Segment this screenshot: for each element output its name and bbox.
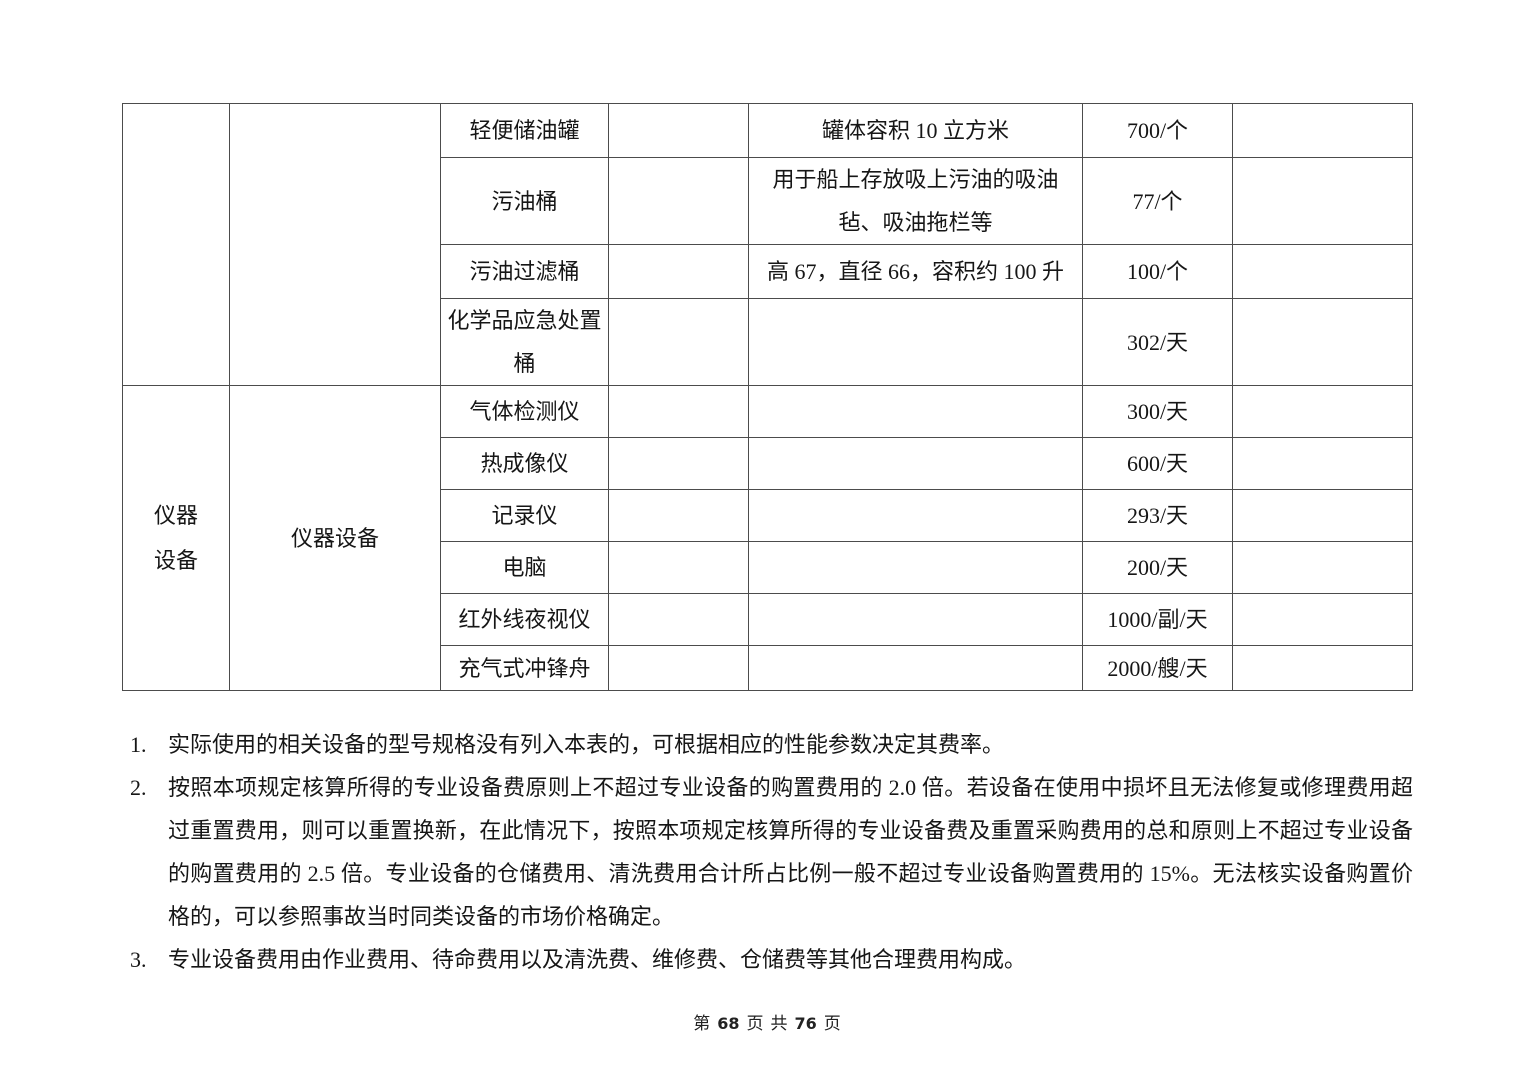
rate-cell: 700/个 <box>1082 103 1233 158</box>
rate-cell: 2000/艘/天 <box>1082 645 1233 691</box>
total-page-number: 76 <box>794 1014 817 1033</box>
table-row: 污油过滤桶 高 67，直径 66，容积约 100 升 100/个 <box>123 244 1413 299</box>
subcategory-cell <box>229 103 441 386</box>
blank-cell <box>608 385 749 438</box>
note-item-3: 3. 专业设备费用由作业费用、待命费用以及清洗费、维修费、仓储费等其他合理费用构… <box>130 938 1413 981</box>
equipment-name-cell: 电脑 <box>440 541 609 594</box>
equipment-name-cell: 气体检测仪 <box>440 385 609 438</box>
blank-cell <box>608 244 749 299</box>
blank-cell <box>608 593 749 646</box>
category-cell: 仪器设备 <box>122 385 230 691</box>
remark-cell <box>1232 437 1413 490</box>
category-cell <box>122 103 230 386</box>
rate-cell: 300/天 <box>1082 385 1233 438</box>
blank-cell <box>608 489 749 542</box>
remark-cell <box>1232 593 1413 646</box>
table-row: 轻便储油罐 罐体容积 10 立方米 700/个 <box>122 103 1413 386</box>
equipment-name-cell: 轻便储油罐 <box>440 103 609 158</box>
footer-label: 页 <box>746 1014 764 1033</box>
rate-cell: 293/天 <box>1082 489 1233 542</box>
remark-cell <box>1232 157 1413 245</box>
spec-cell <box>748 541 1083 594</box>
blank-cell <box>608 437 749 490</box>
equipment-fee-table: 轻便储油罐 罐体容积 10 立方米 700/个 污油桶 用于船上存放吸上污油的吸… <box>122 103 1413 691</box>
blank-cell <box>608 103 749 158</box>
remark-cell <box>1232 244 1413 299</box>
remark-cell <box>1232 103 1413 158</box>
spec-cell <box>748 593 1083 646</box>
rate-cell: 100/个 <box>1082 244 1233 299</box>
note-number: 2. <box>130 775 147 800</box>
table-row: 充气式冲锋舟 2000/艘/天 <box>123 645 1413 691</box>
notes-list: 1. 实际使用的相关设备的型号规格没有列入本表的，可根据相应的性能参数决定其费率… <box>130 723 1413 981</box>
blank-cell <box>608 541 749 594</box>
blank-cell <box>608 645 749 691</box>
table-row: 热成像仪 600/天 <box>123 437 1413 490</box>
table-row: 记录仪 293/天 <box>123 489 1413 542</box>
page-footer: 第 68 页 共 76 页 <box>0 1012 1534 1036</box>
subcategory-cell: 仪器设备 <box>229 385 441 691</box>
equipment-name-cell: 污油过滤桶 <box>440 244 609 299</box>
remark-cell <box>1232 645 1413 691</box>
spec-cell <box>748 298 1083 386</box>
table-row: 化学品应急处置桶 302/天 <box>123 298 1413 386</box>
remark-cell <box>1232 298 1413 386</box>
equipment-name-cell: 充气式冲锋舟 <box>440 645 609 691</box>
equipment-name-cell: 记录仪 <box>440 489 609 542</box>
equipment-name-cell: 污油桶 <box>440 157 609 245</box>
rate-cell: 1000/副/天 <box>1082 593 1233 646</box>
current-page-number: 68 <box>717 1014 740 1033</box>
note-item-2: 2. 按照本项规定核算所得的专业设备费原则上不超过专业设备的购置费用的 2.0 … <box>130 766 1413 938</box>
note-number: 3. <box>130 947 147 972</box>
rate-cell: 600/天 <box>1082 437 1233 490</box>
spec-cell <box>748 645 1083 691</box>
equipment-name-cell: 化学品应急处置桶 <box>440 298 609 386</box>
equipment-name-cell: 热成像仪 <box>440 437 609 490</box>
remark-cell <box>1232 489 1413 542</box>
note-text: 实际使用的相关设备的型号规格没有列入本表的，可根据相应的性能参数决定其费率。 <box>168 732 1005 757</box>
rate-cell: 200/天 <box>1082 541 1233 594</box>
rate-cell: 77/个 <box>1082 157 1233 245</box>
spec-cell: 用于船上存放吸上污油的吸油毡、吸油拖栏等 <box>748 157 1083 245</box>
spec-cell <box>748 489 1083 542</box>
equipment-name-cell: 红外线夜视仪 <box>440 593 609 646</box>
table-row: 仪器设备 仪器设备 气体检测仪 300/天 <box>122 385 1413 691</box>
category-label: 仪器设备 <box>153 503 198 573</box>
footer-label: 页 <box>823 1014 841 1033</box>
remark-cell <box>1232 385 1413 438</box>
spec-cell: 高 67，直径 66，容积约 100 升 <box>748 244 1083 299</box>
remark-cell <box>1232 541 1413 594</box>
spec-cell <box>748 437 1083 490</box>
blank-cell <box>608 157 749 245</box>
rate-cell: 302/天 <box>1082 298 1233 386</box>
spec-cell: 罐体容积 10 立方米 <box>748 103 1083 158</box>
blank-cell <box>608 298 749 386</box>
note-text: 专业设备费用由作业费用、待命费用以及清洗费、维修费、仓储费等其他合理费用构成。 <box>168 947 1027 972</box>
footer-label: 共 <box>770 1014 788 1033</box>
note-item-1: 1. 实际使用的相关设备的型号规格没有列入本表的，可根据相应的性能参数决定其费率… <box>130 723 1413 766</box>
footer-label: 第 <box>693 1014 711 1033</box>
note-number: 1. <box>130 732 147 757</box>
spec-cell <box>748 385 1083 438</box>
note-text: 按照本项规定核算所得的专业设备费原则上不超过专业设备的购置费用的 2.0 倍。若… <box>168 775 1413 929</box>
